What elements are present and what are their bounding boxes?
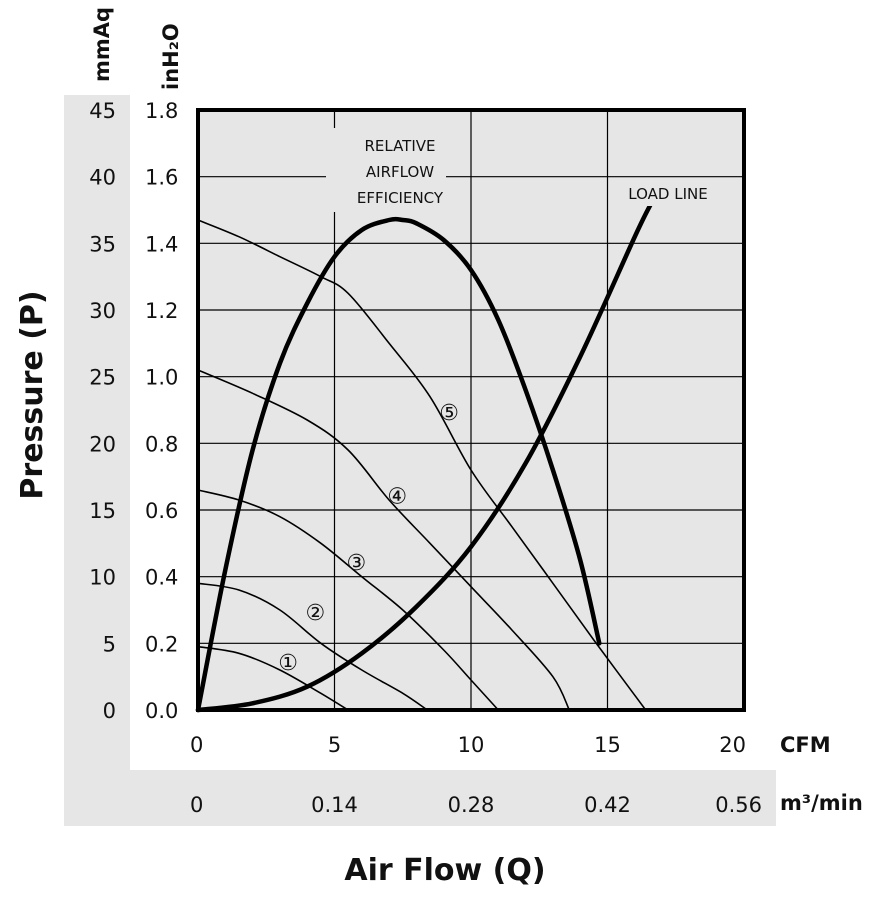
y-axis-band <box>64 95 130 770</box>
y-unit-inh2o: inH₂O <box>159 23 183 90</box>
load-line <box>195 201 654 713</box>
grid-lines <box>198 110 744 710</box>
y-tick-inh2o: 0.4 <box>145 566 178 590</box>
y-tick-inh2o: 0.6 <box>145 499 178 523</box>
x-unit-m3min: m³/min <box>780 791 863 815</box>
x-tick-cfm: 5 <box>328 733 341 757</box>
fan-curve-label-1: ① <box>278 651 298 676</box>
y-tick-mmaq: 45 <box>89 99 116 123</box>
x-tick-m3min: 0.42 <box>584 793 631 817</box>
y-tick-mmaq: 40 <box>89 166 116 190</box>
fan-curve-1 <box>197 645 349 711</box>
y-tick-mmaq: 30 <box>89 299 116 323</box>
x-unit-cfm: CFM <box>780 733 831 757</box>
y-tick-inh2o: 1.8 <box>145 99 178 123</box>
efficiency-label-line2: AIRFLOW <box>366 163 434 181</box>
x-tick-cfm: 0 <box>190 733 203 757</box>
y-tick-inh2o: 1.4 <box>145 232 178 256</box>
efficiency-label-bg <box>326 128 446 212</box>
y-axis-title: Pressure (P) <box>15 290 50 499</box>
fan-curve-2 <box>197 582 428 711</box>
y-tick-mmaq: 10 <box>89 566 116 590</box>
y-tick-inh2o: 0.8 <box>145 432 178 456</box>
y-unit-mmaq: mmAq <box>90 7 114 82</box>
fan-curve-label-2: ② <box>306 601 326 626</box>
y-tick-inh2o: 1.0 <box>145 366 178 390</box>
y-tick-inh2o: 1.6 <box>145 166 178 190</box>
fan-curve-label-4: ④ <box>387 484 407 509</box>
efficiency-curve <box>195 216 602 713</box>
y-tick-mmaq: 5 <box>103 632 116 656</box>
y-tick-mmaq: 15 <box>89 499 116 523</box>
fan-curve-label-3: ③ <box>346 551 366 576</box>
x-tick-cfm: 15 <box>594 733 621 757</box>
y-tick-mmaq: 20 <box>89 432 116 456</box>
x-tick-m3min: 0.14 <box>311 793 358 817</box>
x-tick-cfm: 20 <box>719 733 746 757</box>
y-tick-mmaq: 0 <box>103 699 116 723</box>
x-tick-m3min: 0 <box>190 793 203 817</box>
fan-curve-label-5: ⑤ <box>439 401 459 426</box>
load-line-label-bg <box>618 180 716 206</box>
fan-curve-3 <box>197 489 499 711</box>
efficiency-label-line3: EFFICIENCY <box>357 189 444 207</box>
plot-frame <box>196 108 746 712</box>
fan-curve-4 <box>197 369 571 711</box>
y-tick-mmaq: 35 <box>89 232 116 256</box>
y-tick-inh2o: 0.0 <box>145 699 178 723</box>
efficiency-label-line1: RELATIVE <box>364 137 435 155</box>
series-layer: ①②③ ④ ⑤ <box>195 201 654 713</box>
load-line-label: LOAD LINE <box>628 185 707 203</box>
x-axis-band <box>64 770 776 826</box>
y-tick-inh2o: 1.2 <box>145 299 178 323</box>
x-tick-m3min: 0.56 <box>715 793 762 817</box>
y-tick-mmaq: 25 <box>89 366 116 390</box>
x-axis-title: Air Flow (Q) <box>344 853 545 888</box>
fan-curve-5 <box>197 219 647 711</box>
x-tick-m3min: 0.28 <box>448 793 495 817</box>
x-tick-cfm: 10 <box>458 733 485 757</box>
y-tick-inh2o: 0.2 <box>145 632 178 656</box>
